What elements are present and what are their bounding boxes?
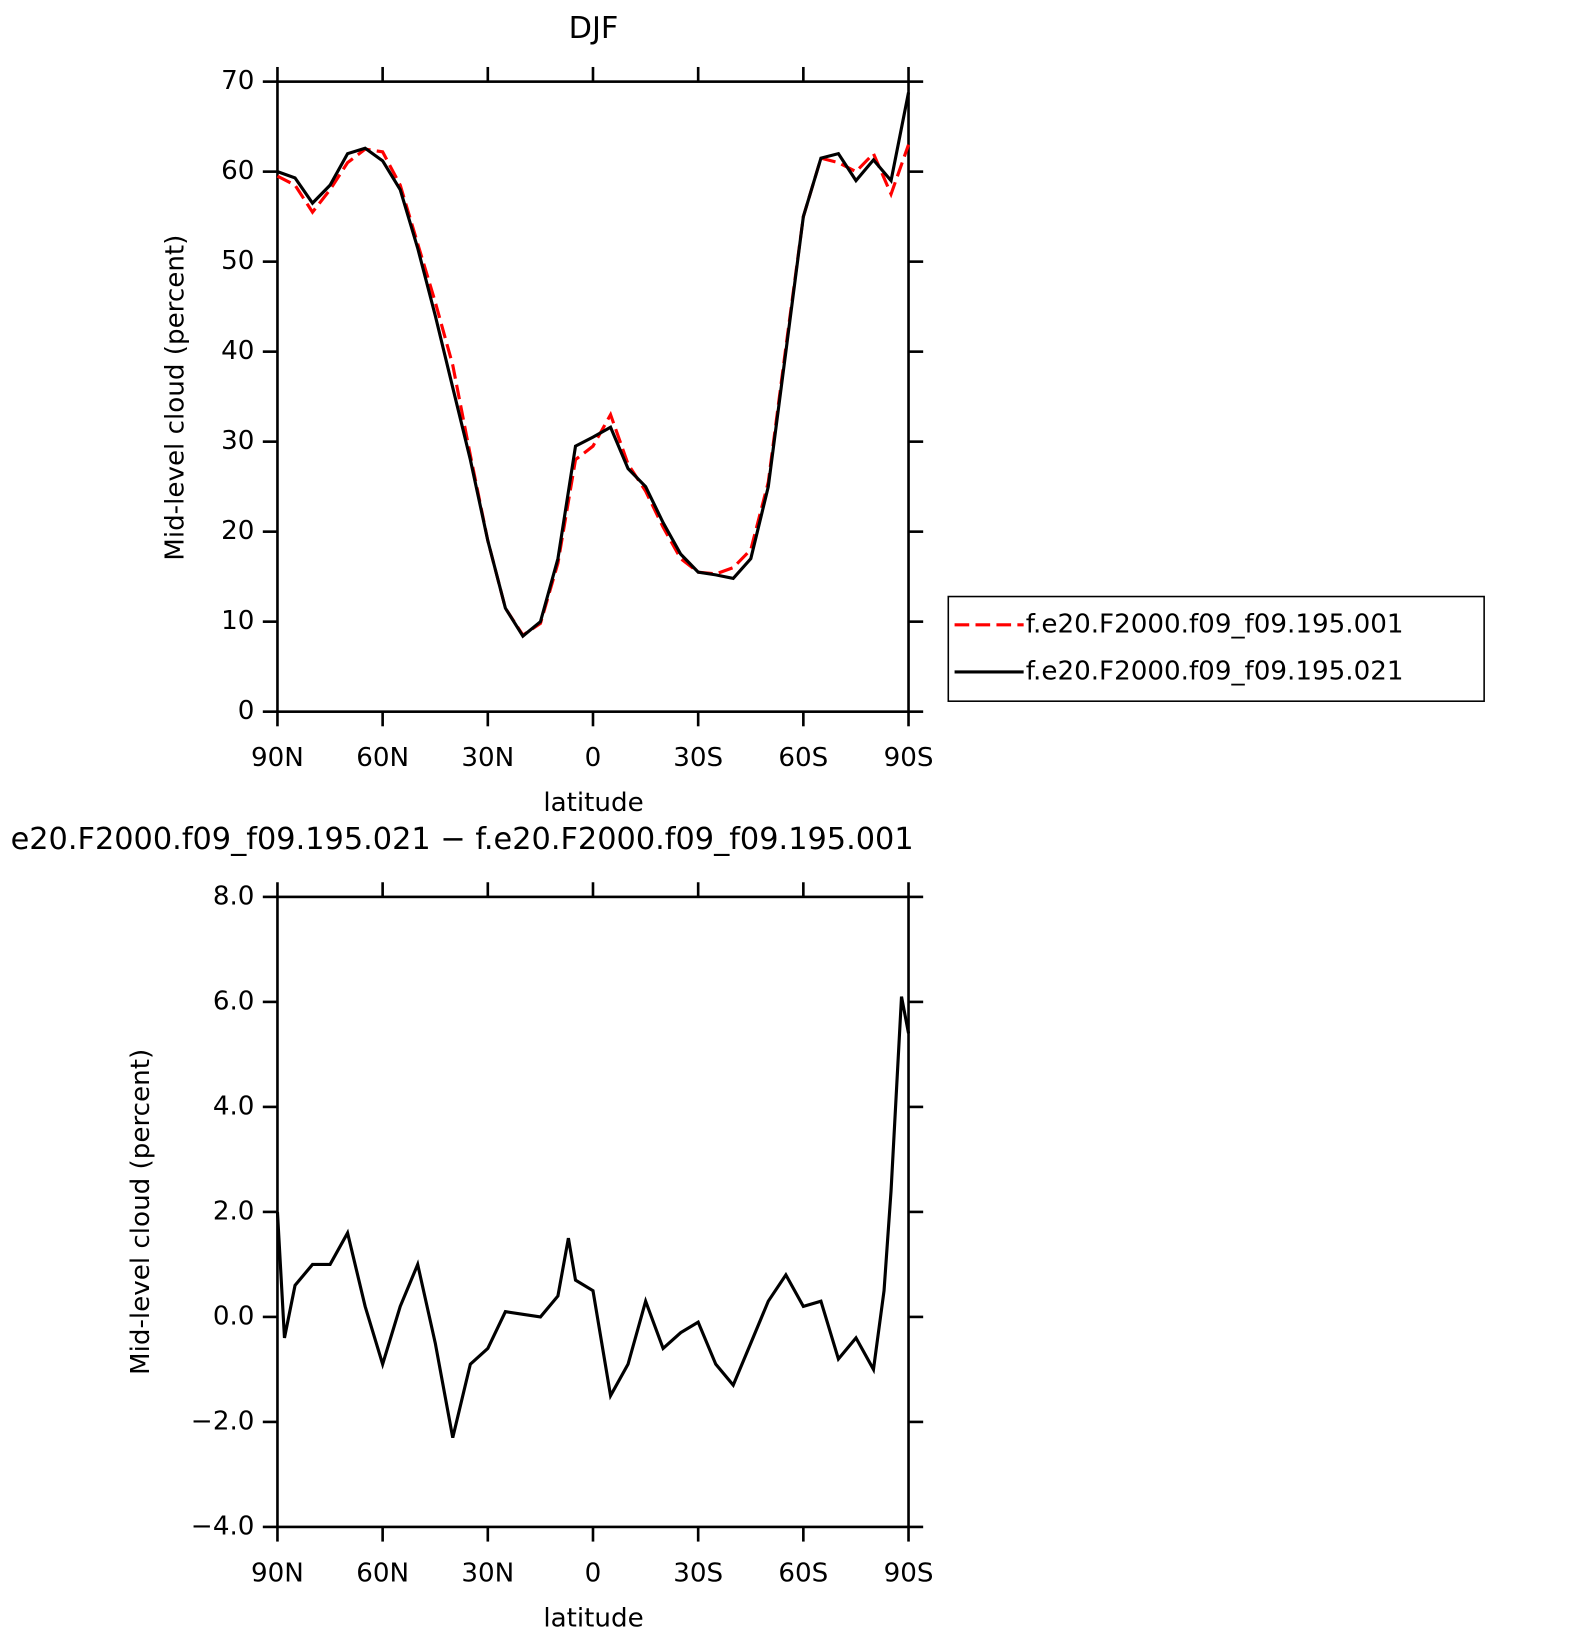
chart-title: e20.F2000.f09_f09.195.021 − f.e20.F2000.… (11, 822, 914, 857)
x-tick-label: 0 (585, 1559, 602, 1589)
x-tick-label: 30S (673, 743, 723, 773)
plot-frame (276, 895, 910, 1529)
x-tick-label: 30N (461, 1559, 514, 1589)
legend-label: f.e20.F2000.f09_f09.195.001 (1026, 609, 1404, 639)
x-tick-label: 0 (585, 743, 602, 773)
x-tick-label: 30S (673, 1559, 723, 1589)
y-tick-label: 6.0 (213, 986, 255, 1016)
y-tick-label: 8.0 (213, 881, 255, 911)
y-tick-label: 40 (221, 336, 254, 366)
plot-frame (276, 80, 910, 713)
legend-box (947, 595, 1485, 702)
y-tick-label: 20 (221, 516, 254, 546)
x-tick-label: 60N (356, 743, 409, 773)
y-tick-label: 10 (221, 606, 254, 636)
x-tick-label: 90S (884, 743, 934, 773)
x-tick-label: 90S (884, 1559, 934, 1589)
y-tick-label: 30 (221, 426, 254, 456)
x-tick-label: 90N (251, 1559, 304, 1589)
y-axis-label: Mid-level cloud (percent) (160, 235, 190, 561)
data-line (275, 996, 911, 1439)
y-tick-label: 4.0 (213, 1091, 255, 1121)
data-line (276, 92, 911, 639)
x-tick-label: 60N (356, 1559, 409, 1589)
x-tick-label: 30N (461, 743, 514, 773)
legend-label: f.e20.F2000.f09_f09.195.021 (1026, 656, 1404, 686)
y-tick-label: −4.0 (191, 1511, 255, 1541)
x-tick-label: 90N (251, 743, 304, 773)
y-tick-label: 50 (221, 246, 254, 276)
x-tick-label: 60S (778, 743, 828, 773)
chart-title: DJF (569, 11, 619, 46)
y-tick-label: 0.0 (213, 1301, 255, 1331)
y-tick-label: −2.0 (191, 1406, 255, 1436)
y-tick-label: 60 (221, 156, 254, 186)
y-axis-label: Mid-level cloud (percent) (126, 1049, 156, 1375)
y-tick-label: 2.0 (213, 1196, 255, 1226)
x-tick-label: 60S (778, 1559, 828, 1589)
y-tick-label: 70 (221, 66, 254, 96)
data-line (276, 144, 911, 638)
y-tick-label: 0 (238, 696, 255, 726)
x-axis-label: latitude (543, 1604, 643, 1634)
x-axis-label: latitude (543, 788, 643, 818)
